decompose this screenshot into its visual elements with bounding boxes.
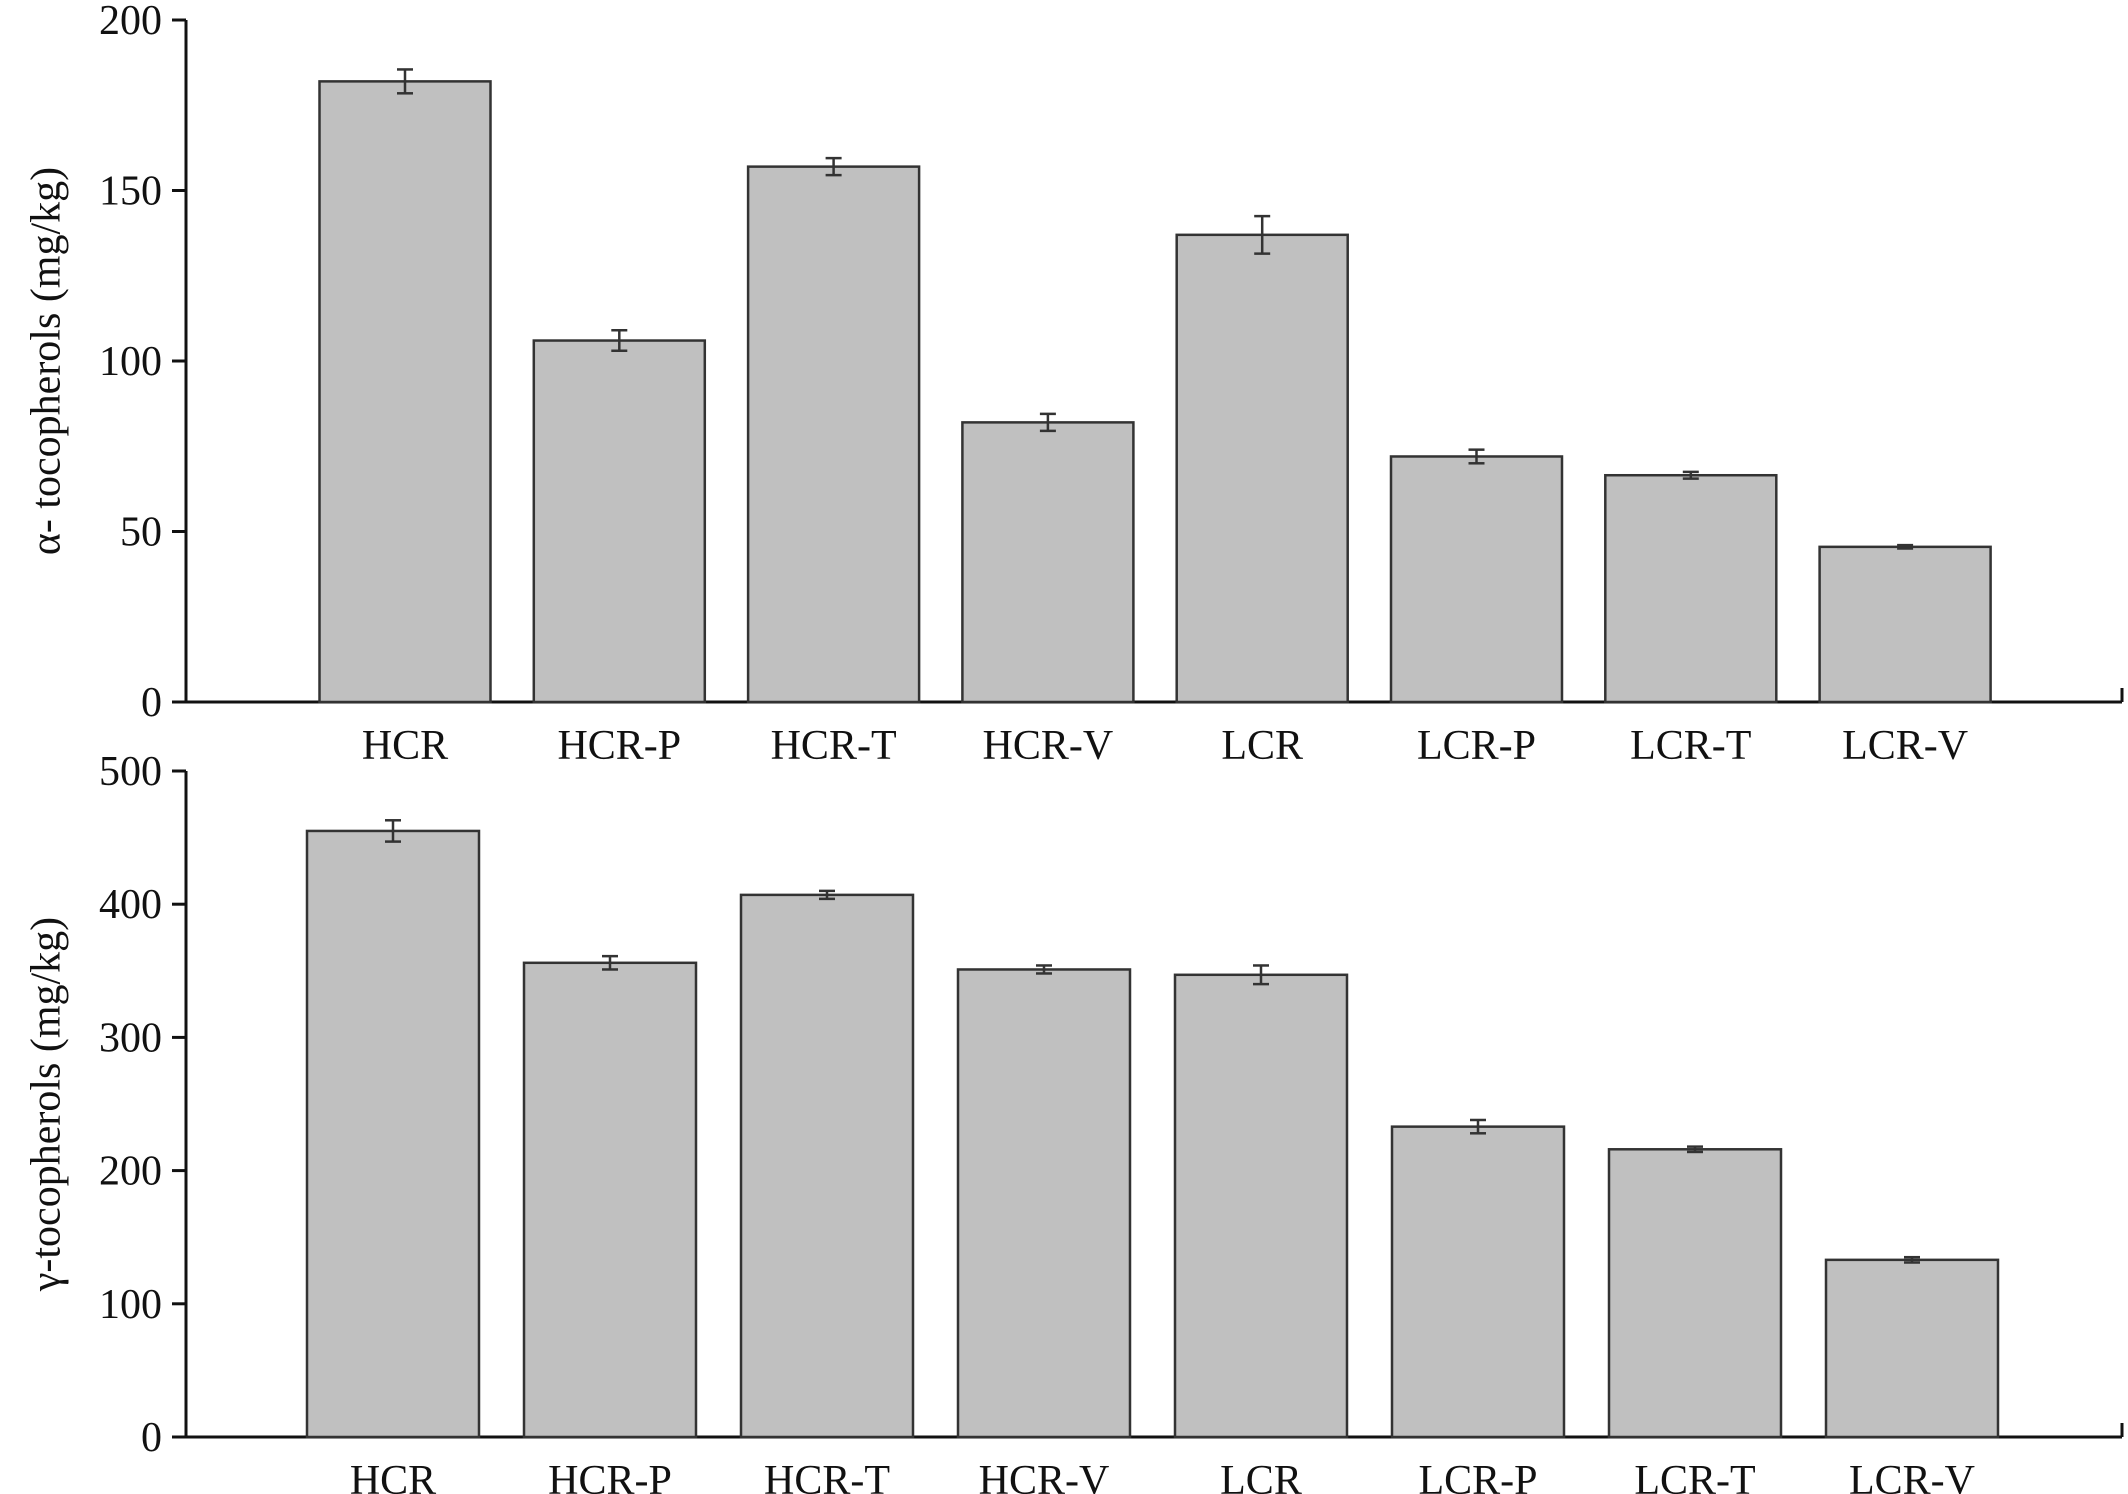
gamma-category-label-lcr-v: LCR-V: [1849, 1458, 1975, 1494]
gamma-error-bar-hcr-v: [1036, 964, 1052, 975]
gamma-bar-lcr-t: [1607, 1148, 1783, 1439]
gamma-y-tick-label: 500: [99, 749, 162, 795]
gamma-bar-hcr: [305, 829, 481, 1439]
gamma-tocopherol-panel: 0 100 200 300 400 500 γ-tocopherols (mg/kg) HCR…: [24, 749, 2124, 1494]
alpha-error-bar-hcr: [397, 68, 413, 95]
alpha-tocopherol-panel: 0 50 100 150 200 α- tocopherols (mg/kg) HCR HCR…: [24, 0, 2124, 769]
alpha-y-tick-label: 200: [99, 0, 162, 44]
gamma-category-label-hcr-p: HCR-P: [548, 1458, 672, 1494]
alpha-error-bar-lcr-v: [1897, 543, 1914, 550]
alpha-bar-lcr: [1175, 233, 1349, 704]
gamma-category-label-lcr-t: LCR-T: [1634, 1458, 1755, 1494]
gamma-error-bar-lcr: [1253, 964, 1269, 986]
gamma-bar-hcr-p: [522, 961, 698, 1439]
alpha-category-label-hcr-p: HCR-P: [557, 723, 681, 769]
alpha-category-label-lcr-v: LCR-V: [1842, 723, 1968, 769]
alpha-bar-hcr: [318, 80, 492, 704]
alpha-error-bar-lcr: [1254, 214, 1271, 255]
gamma-error-bar-lcr-p: [1470, 1118, 1486, 1135]
alpha-category-label-hcr: HCR: [362, 723, 448, 769]
gamma-error-bar-hcr-t: [819, 889, 835, 901]
alpha-error-bar-hcr-p: [611, 329, 628, 353]
alpha-error-bar-lcr-t: [1682, 470, 1699, 480]
alpha-bar-hcr-t: [746, 165, 921, 704]
alpha-y-axis-title: α- tocopherols (mg/kg): [24, 167, 70, 555]
gamma-error-bar-lcr-t: [1687, 1145, 1703, 1154]
gamma-error-bar-lcr-v: [1904, 1255, 1920, 1264]
alpha-y-tick-label: 100: [99, 339, 162, 385]
gamma-category-label-hcr-v: HCR-V: [979, 1458, 1110, 1494]
gamma-y-tick-label: 200: [99, 1149, 162, 1195]
gamma-bar-lcr-v: [1824, 1258, 2000, 1439]
alpha-category-label-lcr: LCR: [1221, 723, 1303, 769]
alpha-category-label-hcr-t: HCR-T: [771, 723, 897, 769]
alpha-bar-lcr-p: [1389, 455, 1564, 704]
gamma-category-label-lcr: LCR: [1220, 1458, 1302, 1494]
alpha-error-bar-lcr-p: [1468, 448, 1485, 465]
alpha-bar-hcr-v: [961, 421, 1135, 704]
alpha-bar-lcr-v: [1818, 545, 1992, 704]
gamma-y-tick-label: 100: [99, 1282, 162, 1328]
gamma-bar-hcr-t: [739, 893, 915, 1439]
gamma-bar-hcr-v: [956, 968, 1132, 1439]
alpha-error-bar-hcr-v: [1039, 412, 1056, 433]
gamma-category-label-lcr-p: LCR-P: [1418, 1458, 1537, 1494]
gamma-category-label-hcr-t: HCR-T: [764, 1458, 890, 1494]
gamma-bar-lcr-p: [1390, 1125, 1566, 1439]
gamma-bar-lcr: [1173, 973, 1349, 1439]
gamma-y-axis-title: γ-tocopherols (mg/kg): [24, 917, 70, 1292]
gamma-y-tick-label: 400: [99, 882, 162, 928]
alpha-y-tick-label: 50: [120, 510, 162, 556]
alpha-category-label-hcr-v: HCR-V: [983, 723, 1114, 769]
gamma-error-bar-hcr: [385, 819, 401, 843]
alpha-y-tick-label: 0: [141, 680, 162, 726]
alpha-bar-hcr-p: [532, 339, 707, 704]
gamma-y-tick-label: 300: [99, 1015, 162, 1061]
alpha-y-tick-label: 150: [99, 169, 162, 215]
gamma-category-label-hcr: HCR: [350, 1458, 436, 1494]
alpha-category-label-lcr-t: LCR-T: [1630, 723, 1751, 769]
alpha-error-bar-hcr-t: [825, 156, 842, 177]
alpha-bar-lcr-t: [1604, 473, 1778, 704]
alpha-category-label-lcr-p: LCR-P: [1417, 723, 1536, 769]
gamma-error-bar-hcr-p: [602, 954, 618, 971]
gamma-y-tick-label: 0: [141, 1415, 162, 1461]
